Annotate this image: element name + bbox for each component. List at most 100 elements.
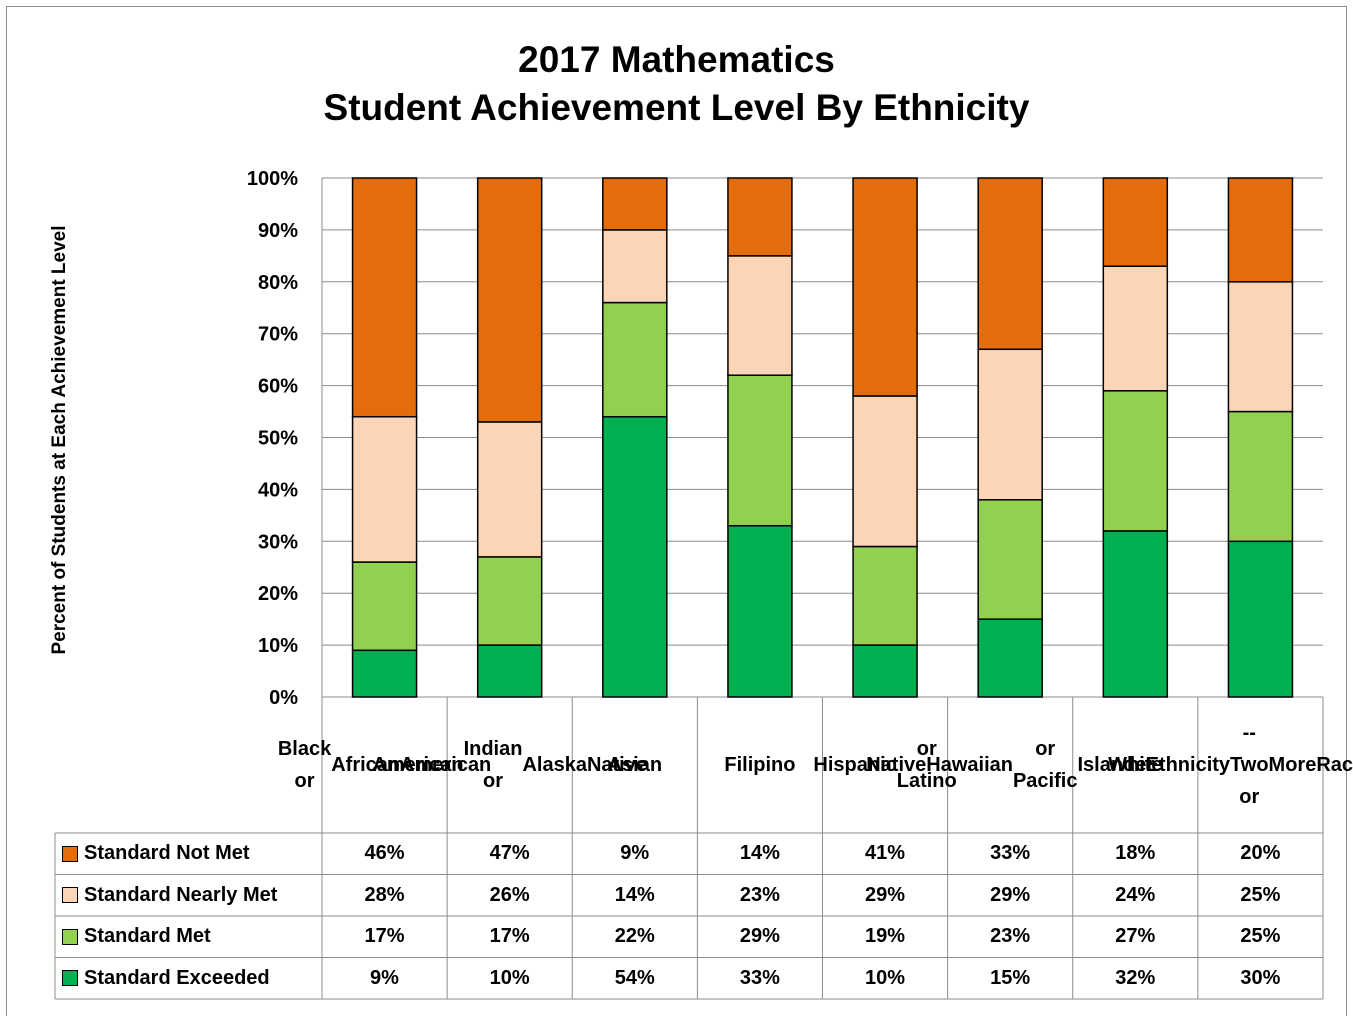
bar-standard-met [977,499,1043,620]
category-label: Ethnicity-- Two orMoreRaces [1146,697,1353,833]
bar-standard-exceeded [602,415,668,698]
y-tick-label: 30% [258,531,298,553]
category-label-line: American [400,754,492,776]
category-label: Hispanic or Latino [813,697,956,833]
bar-standard-nearly-met [351,415,418,563]
bar-standard-met [1102,390,1169,532]
table-value: 14% [739,842,780,864]
table-value: 26% [489,883,530,906]
bar-standard-not-met [977,177,1043,351]
table-value: 22% [614,925,655,947]
table-value: 20% [1240,842,1281,864]
category-label-line: Islander [1077,754,1155,776]
bar-standard-exceeded [1227,540,1294,698]
table-value: 33% [739,966,780,989]
category-label: Filipino [697,697,822,833]
y-tick-labels: 0% 10% 20% 30% 40% 50% 60% 70% 80% 90% 100% [247,168,298,709]
y-tick-label: 0% [269,687,298,709]
category-label-line: -- Two or [1230,722,1269,808]
bar-standard-nearly-met [602,229,668,304]
bar-standard-not-met [476,177,543,423]
bar-standard-not-met [602,177,668,231]
table-value: 28% [364,883,405,906]
table-value: 54% [614,966,655,989]
table-value: 17% [489,925,530,947]
bar-standard-exceeded [351,649,418,698]
category-label-line: Native [586,754,647,776]
y-tick-label: 10% [258,635,298,657]
bar-standard-not-met [351,177,418,418]
table-value: 25% [1240,883,1281,906]
bar-standard-met [351,561,418,652]
table-value: 9% [370,966,399,989]
legend-row-label: Standard Not Met [62,833,250,874]
category-label: White [1073,697,1198,833]
bar-standard-met [602,301,668,418]
legend-swatch [62,845,78,862]
legend-swatch [62,970,78,986]
chart-frame [6,6,1347,1016]
legend-label: Standard Not Met [84,842,250,864]
chart-title-line2: Student Achievement Level By Ethnicity [323,87,1030,128]
category-label-line: African [331,754,401,776]
category-label-line: Alaska [522,754,587,776]
table-value: 23% [990,925,1031,947]
data-table-grid [54,697,1324,1000]
category-label-line: Hawaiian [926,754,1013,776]
bar-standard-exceeded [977,618,1043,698]
table-value: 29% [990,883,1031,906]
y-tick-label: 40% [258,479,298,501]
bar-standard-exceeded [852,644,918,698]
table-value: 17% [364,925,405,947]
legend-swatch [62,887,78,903]
y-tick-label: 90% [258,220,298,242]
table-value: 29% [864,883,906,906]
y-tick-label: 60% [258,376,298,398]
table-value: 41% [864,842,906,864]
table-value: 18% [1115,842,1156,864]
bar-standard-not-met [852,177,918,397]
table-value: 46% [364,842,405,864]
y-tick-label: 80% [258,272,298,294]
category-label-line: or Latino [896,738,957,792]
bar-standard-nearly-met [1227,281,1294,413]
bar-standard-nearly-met [977,348,1043,501]
category-label-line: More [1268,754,1317,776]
bar-standard-exceeded [1102,530,1169,698]
category-label-line: or Pacific [1012,738,1078,792]
bar-standard-met [476,556,543,646]
category-label-line: Ethnicity [1145,754,1231,776]
category-label-line: Races [1316,754,1353,776]
bars [351,177,1294,698]
table-value: 30% [1240,966,1281,989]
category-label-line: Native [866,754,927,776]
table-value: 14% [614,883,655,906]
bar-standard-not-met [727,177,793,257]
category-label-line: Black or [277,738,332,792]
bar-standard-not-met [1227,177,1294,283]
gridlines [321,177,1323,698]
category-label-line: Hispanic [813,754,897,776]
bar-standard-not-met [1102,177,1169,267]
legend-swatch [62,928,78,945]
table-value: 33% [990,842,1031,864]
legend-row-label: Standard Met [62,916,211,957]
legend-label: Standard Met [84,925,211,947]
category-label-line: American [372,754,464,776]
legend-row-label: Standard Nearly Met [62,875,277,916]
bar-standard-met [1227,410,1294,543]
category-label: Native Hawaiian or Pacific Islander [866,697,1154,833]
bar-standard-nearly-met [1102,265,1169,392]
table-value: 27% [1115,925,1156,947]
y-tick-label: 100% [247,168,298,190]
table-value: 10% [489,966,530,989]
table-value: 25% [1240,925,1281,947]
bar-standard-met [727,374,793,527]
legend-row-label: Standard Exceeded [62,958,270,999]
bar-standard-nearly-met [852,395,918,548]
bar-standard-nearly-met [476,421,543,558]
table-value: 32% [1115,966,1156,989]
table-value: 47% [489,842,530,864]
category-label: Black or African American [278,697,491,833]
